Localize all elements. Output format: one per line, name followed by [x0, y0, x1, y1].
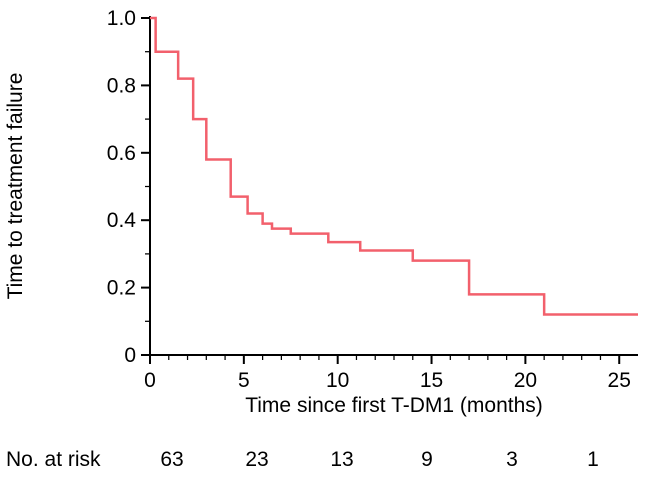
x-tick-label: 5 [238, 369, 250, 392]
y-axis-label: Time to treatment failure [4, 72, 27, 300]
at-risk-count: 13 [330, 448, 354, 471]
at-risk-count: 9 [421, 448, 433, 471]
y-tick-label: 0.4 [107, 209, 137, 232]
y-tick-label: 0.6 [107, 142, 136, 165]
at-risk-count: 23 [245, 448, 269, 471]
at-risk-label: No. at risk [6, 448, 101, 471]
x-tick-label: 25 [608, 369, 631, 392]
x-tick-label: 0 [144, 369, 156, 392]
x-tick-label: 15 [420, 369, 443, 392]
at-risk-count: 1 [587, 448, 599, 471]
y-tick-label: 0 [124, 344, 136, 367]
km-curve [150, 16, 638, 316]
y-tick-label: 1.0 [107, 7, 136, 30]
x-axis-label: Time since first T-DM1 (months) [245, 394, 543, 417]
y-tick-label: 0.8 [107, 74, 136, 97]
y-tick-label: 0.2 [107, 277, 136, 300]
x-tick-label: 20 [514, 369, 537, 392]
x-tick-label: 10 [326, 369, 349, 392]
at-risk-count: 3 [506, 448, 518, 471]
at-risk-count: 63 [160, 448, 184, 471]
